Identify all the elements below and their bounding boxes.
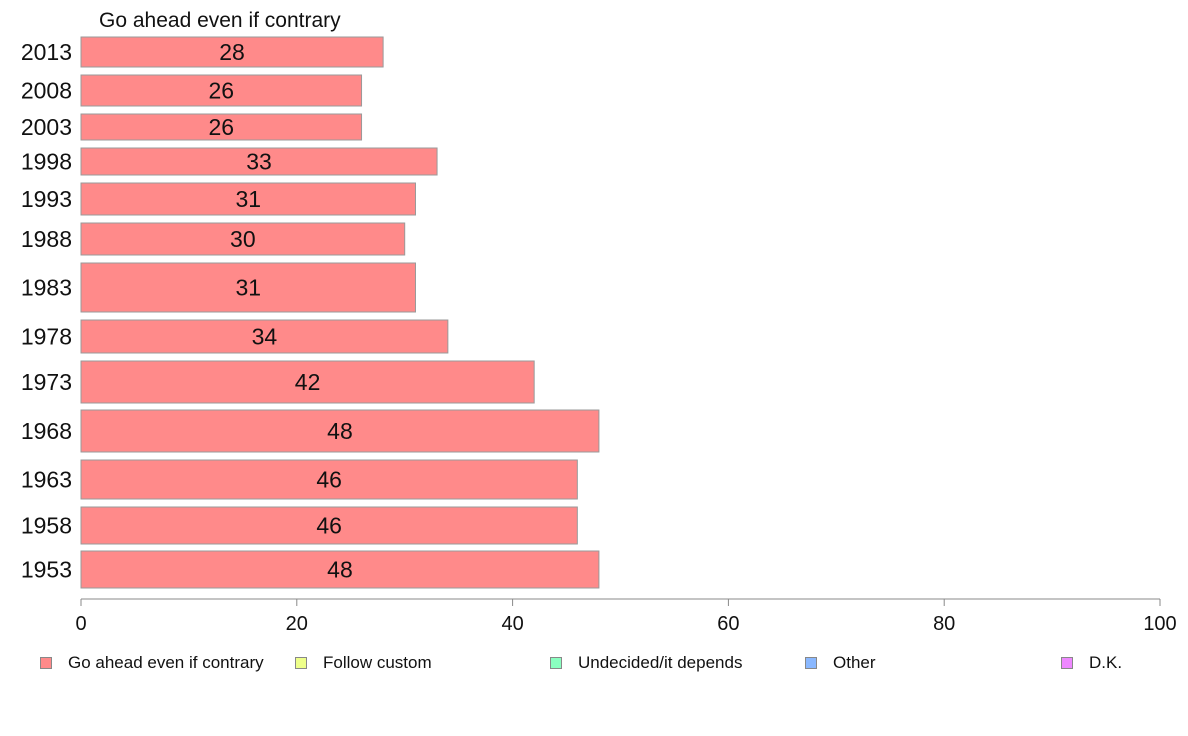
bar-1968 bbox=[80, 409, 600, 453]
category-label-1958: 1958 bbox=[21, 513, 72, 539]
category-label-1978: 1978 bbox=[21, 324, 72, 350]
bar-value-label-1953: 48 bbox=[327, 557, 353, 583]
category-label-1968: 1968 bbox=[21, 418, 72, 444]
category-label-1973: 1973 bbox=[21, 369, 72, 395]
legend-item: Undecided/it depends bbox=[550, 650, 742, 676]
category-label-1988: 1988 bbox=[21, 226, 72, 252]
category-label-2008: 2008 bbox=[21, 78, 72, 104]
category-label-1963: 1963 bbox=[21, 467, 72, 493]
bar-1998 bbox=[80, 147, 438, 176]
x-tick-label-40: 40 bbox=[501, 613, 523, 635]
bar-value-label-1978: 34 bbox=[252, 324, 278, 350]
bar-2013 bbox=[80, 36, 384, 68]
bar-value-label-1988: 30 bbox=[230, 226, 256, 252]
legend-item: Follow custom bbox=[295, 650, 432, 676]
legend-item: Other bbox=[805, 650, 876, 676]
bar-1973 bbox=[80, 360, 535, 404]
bar-1953 bbox=[80, 550, 600, 589]
x-axis: 0 20 40 60 80 100 bbox=[75, 598, 1177, 635]
bar-value-label-1958: 46 bbox=[316, 513, 342, 539]
legend-label: Undecided/it depends bbox=[578, 653, 743, 672]
bar-value-label-1998: 33 bbox=[246, 149, 272, 175]
category-label-2003: 2003 bbox=[21, 114, 72, 140]
x-tick-label-100: 100 bbox=[1143, 613, 1176, 635]
legend-label: D.K. bbox=[1089, 653, 1123, 672]
bar-value-label-2003: 26 bbox=[208, 114, 234, 140]
legend-swatch bbox=[40, 657, 52, 669]
category-label-1998: 1998 bbox=[21, 149, 72, 175]
legend-swatch bbox=[805, 657, 817, 669]
category-label-1953: 1953 bbox=[21, 557, 72, 583]
bar-value-label-1993: 31 bbox=[235, 186, 261, 212]
bar-1988 bbox=[80, 222, 406, 256]
bar-value-label-1963: 46 bbox=[316, 467, 342, 493]
chart-title: Go ahead even if contrary bbox=[99, 9, 341, 32]
category-label-1983: 1983 bbox=[21, 275, 72, 301]
x-tick-label-80: 80 bbox=[933, 613, 955, 635]
x-tick-label-0: 0 bbox=[75, 613, 86, 635]
category-label-2013: 2013 bbox=[21, 39, 72, 65]
legend: Go ahead even if contrary Follow custom Un… bbox=[0, 650, 1188, 676]
legend-label: Follow custom bbox=[323, 653, 432, 672]
legend-label: Go ahead even if contrary bbox=[68, 653, 264, 672]
legend-item: Go ahead even if contrary bbox=[40, 650, 264, 676]
bar-1958 bbox=[80, 506, 578, 545]
bar-value-label-1973: 42 bbox=[295, 369, 321, 395]
bar-2008 bbox=[80, 74, 363, 107]
bar-value-label-2013: 28 bbox=[219, 39, 245, 65]
bar-1978 bbox=[80, 319, 449, 354]
bar-value-label-1983: 31 bbox=[235, 275, 261, 301]
legend-label: Other bbox=[833, 653, 876, 672]
bar-1963 bbox=[80, 459, 578, 500]
bar-1983 bbox=[80, 262, 416, 313]
legend-item: D.K. bbox=[1061, 650, 1122, 676]
bar-1993 bbox=[80, 182, 416, 216]
bar-value-label-1968: 48 bbox=[327, 418, 353, 444]
legend-swatch bbox=[1061, 657, 1073, 669]
legend-swatch bbox=[295, 657, 307, 669]
x-tick-label-20: 20 bbox=[286, 613, 308, 635]
legend-swatch bbox=[550, 657, 562, 669]
bar-value-label-2008: 26 bbox=[208, 78, 234, 104]
x-tick-label-60: 60 bbox=[717, 613, 739, 635]
bar-2003 bbox=[80, 113, 363, 141]
bars-layer: 2013 28 2008 26 2003 26 1998 33 1993 31 1988 30 1983… bbox=[21, 36, 600, 589]
category-label-1993: 1993 bbox=[21, 186, 72, 212]
